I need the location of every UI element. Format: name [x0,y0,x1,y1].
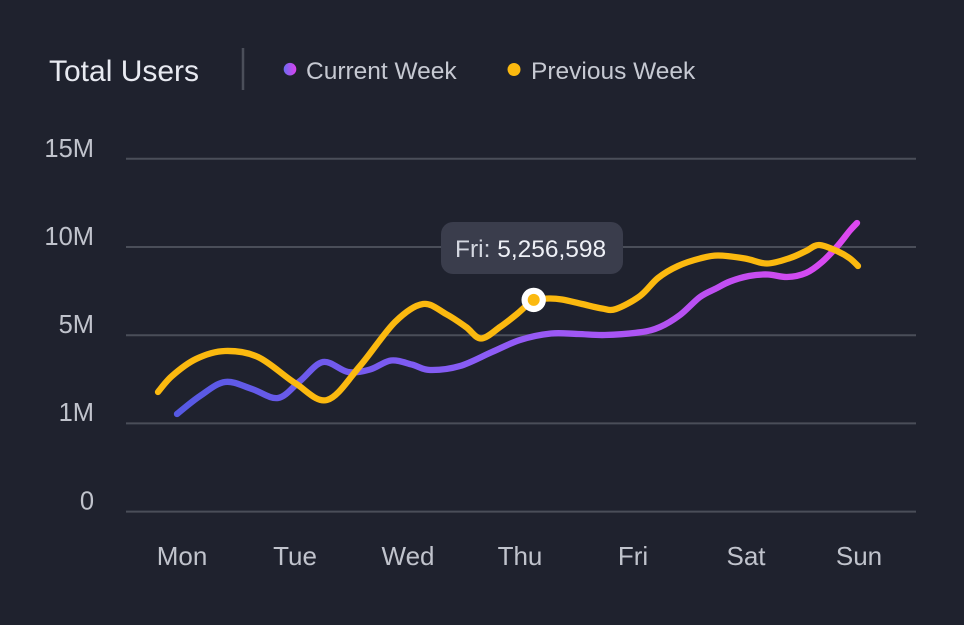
svg-text:0: 0 [80,488,94,516]
svg-text:Mon: Mon [157,541,208,571]
svg-text:15M: 15M [44,135,94,163]
svg-text:Tue: Tue [273,541,317,571]
svg-text:1M: 1M [59,399,94,427]
svg-text:10M: 10M [44,223,94,251]
svg-text:Previous Week: Previous Week [531,58,696,85]
svg-text:Thu: Thu [498,541,543,571]
svg-text:Sat: Sat [726,541,766,571]
svg-text:5M: 5M [59,311,94,339]
svg-text:Fri: 5,256,598: Fri: 5,256,598 [455,236,606,263]
svg-text:Current Week: Current Week [306,58,457,85]
svg-text:Total Users: Total Users [49,55,199,88]
svg-text:Sun: Sun [836,541,882,571]
svg-text:Wed: Wed [382,541,435,571]
svg-text:Fri: Fri [618,541,648,571]
